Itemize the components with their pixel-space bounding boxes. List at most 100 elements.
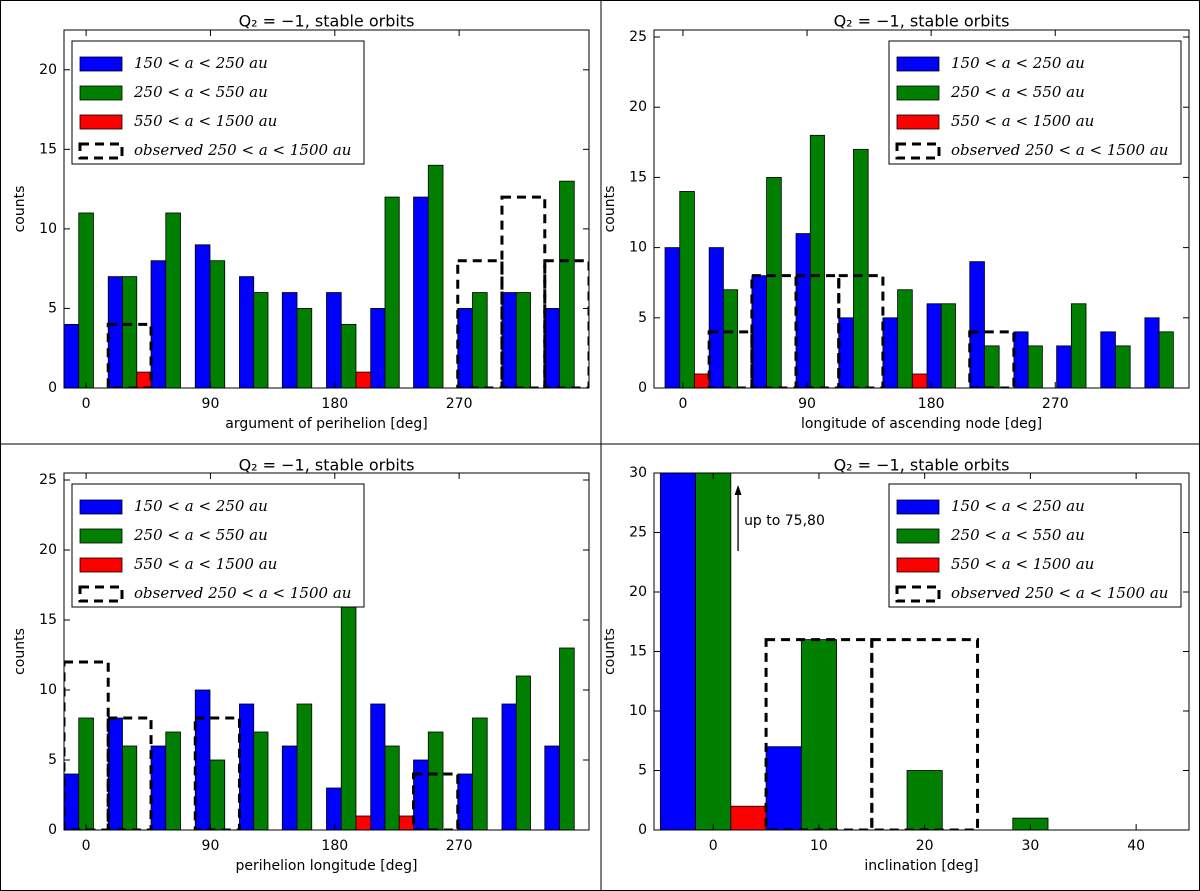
bar bbox=[1158, 331, 1174, 388]
y-tick-label: 15 bbox=[39, 141, 57, 157]
bar bbox=[695, 473, 732, 830]
y-tick-label: 10 bbox=[629, 240, 647, 256]
bar bbox=[1115, 345, 1131, 388]
x-tick-label: 180 bbox=[918, 396, 945, 412]
bar bbox=[370, 308, 386, 388]
bar bbox=[398, 815, 414, 830]
bar bbox=[809, 134, 825, 388]
annotation: up to 75,80 bbox=[744, 513, 825, 529]
y-tick-label: 5 bbox=[48, 300, 57, 316]
bar bbox=[765, 746, 802, 830]
chart-title: Q₂ = −1, stable orbits bbox=[834, 12, 1010, 31]
x-axis-label: perihelion longitude [deg] bbox=[235, 858, 417, 874]
legend-label: observed 250 < a < 1500 au bbox=[951, 584, 1168, 602]
plot-area bbox=[64, 164, 589, 388]
bar bbox=[838, 317, 854, 388]
bar bbox=[122, 276, 138, 388]
x-tick-label: 40 bbox=[1127, 838, 1145, 854]
bar bbox=[544, 745, 560, 830]
bar bbox=[239, 703, 255, 830]
y-tick-label: 20 bbox=[39, 542, 57, 558]
bar bbox=[679, 191, 695, 388]
bar bbox=[882, 317, 898, 388]
bar bbox=[150, 745, 167, 830]
legend-label: observed 250 < a < 1500 au bbox=[134, 141, 351, 159]
observed-bar bbox=[412, 772, 460, 830]
legend-label: 550 < a < 1500 au bbox=[951, 112, 1094, 130]
legend-swatch bbox=[79, 557, 123, 573]
observed-bar bbox=[543, 259, 589, 388]
legend-swatch bbox=[895, 142, 941, 160]
bar bbox=[501, 292, 517, 388]
observed-bar bbox=[500, 195, 547, 388]
legend-label: 250 < a < 550 au bbox=[133, 526, 268, 544]
axes-frame bbox=[63, 29, 590, 389]
bar bbox=[296, 703, 313, 830]
y-tick-label: 15 bbox=[39, 612, 57, 628]
observed-bar bbox=[837, 274, 885, 388]
legend-label: 550 < a < 1500 au bbox=[134, 112, 277, 130]
x-tick-label: 10 bbox=[810, 838, 828, 854]
y-tick-label: 30 bbox=[629, 465, 647, 481]
x-tick-label: 0 bbox=[678, 396, 687, 412]
bar bbox=[1013, 331, 1029, 388]
bar bbox=[165, 212, 181, 388]
legend-label: 150 < a < 250 au bbox=[951, 497, 1085, 515]
bar bbox=[969, 261, 985, 388]
bar bbox=[1027, 345, 1043, 388]
x-tick-label: 0 bbox=[82, 396, 91, 412]
observed-bar bbox=[193, 716, 241, 830]
observed-bar bbox=[456, 259, 504, 388]
plot-area bbox=[64, 605, 575, 830]
x-tick-label: 180 bbox=[321, 838, 348, 854]
bar bbox=[296, 308, 313, 388]
observed-bar bbox=[968, 330, 1016, 388]
bar bbox=[515, 292, 531, 388]
bar bbox=[457, 308, 473, 388]
y-tick-label: 10 bbox=[39, 682, 57, 698]
observed-bar bbox=[106, 322, 153, 388]
bar bbox=[136, 371, 152, 388]
y-axis-label: counts bbox=[12, 186, 28, 233]
bar bbox=[940, 303, 956, 388]
bar bbox=[107, 717, 123, 830]
bar bbox=[795, 233, 811, 388]
bar bbox=[906, 770, 943, 830]
y-tick-label: 20 bbox=[629, 99, 647, 115]
y-tick-label: 0 bbox=[48, 822, 57, 838]
y-axis-label: counts bbox=[12, 628, 28, 675]
legend-swatch bbox=[896, 499, 940, 515]
legend-label: 150 < a < 250 au bbox=[951, 54, 1085, 72]
bar bbox=[501, 703, 517, 830]
bar bbox=[413, 196, 429, 388]
y-tick-label: 5 bbox=[48, 752, 57, 768]
legend-swatch bbox=[78, 142, 124, 160]
bar bbox=[413, 759, 429, 830]
bar bbox=[150, 260, 167, 388]
legend-swatch bbox=[79, 528, 123, 544]
y-tick-label: 20 bbox=[629, 584, 647, 600]
observed-bar bbox=[106, 716, 153, 830]
bar bbox=[326, 292, 342, 388]
bar bbox=[78, 212, 94, 388]
legend-swatch bbox=[79, 85, 123, 101]
x-axis-label: argument of perihelion [deg] bbox=[225, 416, 427, 432]
chart-title: Q₂ = −1, stable orbits bbox=[239, 456, 415, 475]
plot-area bbox=[659, 473, 1049, 830]
bar bbox=[723, 289, 739, 388]
y-tick-label: 15 bbox=[629, 169, 647, 185]
legend-label: 150 < a < 250 au bbox=[134, 497, 268, 515]
axes-frame bbox=[63, 472, 590, 831]
bar bbox=[194, 689, 211, 830]
x-tick-label: 270 bbox=[1042, 396, 1069, 412]
observed-bar bbox=[750, 274, 798, 388]
bar bbox=[926, 303, 942, 388]
bar bbox=[730, 805, 767, 830]
y-axis-label: counts bbox=[602, 186, 618, 233]
y-tick-label: 0 bbox=[638, 380, 647, 396]
annotation-arrowhead bbox=[734, 485, 742, 495]
x-tick-label: 90 bbox=[798, 396, 816, 412]
legend-label: 550 < a < 1500 au bbox=[134, 555, 277, 573]
bar bbox=[427, 731, 444, 830]
